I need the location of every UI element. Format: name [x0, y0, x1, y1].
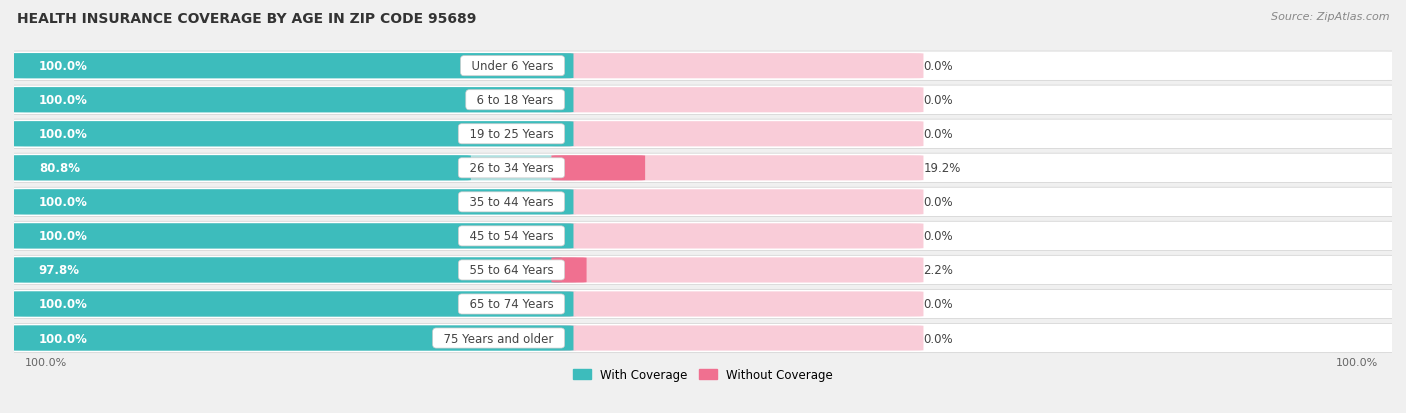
FancyBboxPatch shape	[551, 88, 924, 113]
Text: 0.0%: 0.0%	[924, 298, 953, 311]
FancyBboxPatch shape	[11, 156, 576, 181]
Text: 6 to 18 Years: 6 to 18 Years	[470, 94, 561, 107]
FancyBboxPatch shape	[0, 86, 1406, 115]
FancyBboxPatch shape	[551, 258, 586, 283]
FancyBboxPatch shape	[11, 292, 574, 317]
Text: 19.2%: 19.2%	[924, 162, 960, 175]
FancyBboxPatch shape	[0, 222, 1406, 251]
Text: 0.0%: 0.0%	[924, 196, 953, 209]
Text: 55 to 64 Years: 55 to 64 Years	[463, 264, 561, 277]
Text: 100.0%: 100.0%	[39, 230, 87, 243]
FancyBboxPatch shape	[551, 258, 924, 283]
FancyBboxPatch shape	[11, 325, 576, 351]
FancyBboxPatch shape	[11, 190, 576, 215]
FancyBboxPatch shape	[551, 122, 924, 147]
Text: 19 to 25 Years: 19 to 25 Years	[461, 128, 561, 141]
Text: 100.0%: 100.0%	[39, 196, 87, 209]
Text: 0.0%: 0.0%	[924, 230, 953, 243]
FancyBboxPatch shape	[0, 120, 1406, 149]
FancyBboxPatch shape	[11, 122, 574, 147]
Text: 100.0%: 100.0%	[39, 60, 87, 73]
FancyBboxPatch shape	[11, 88, 574, 113]
FancyBboxPatch shape	[11, 292, 576, 317]
Text: 2.2%: 2.2%	[924, 264, 953, 277]
Text: 0.0%: 0.0%	[924, 128, 953, 141]
Text: 100.0%: 100.0%	[39, 298, 87, 311]
Text: HEALTH INSURANCE COVERAGE BY AGE IN ZIP CODE 95689: HEALTH INSURANCE COVERAGE BY AGE IN ZIP …	[17, 12, 477, 26]
FancyBboxPatch shape	[551, 190, 924, 215]
Text: 45 to 54 Years: 45 to 54 Years	[463, 230, 561, 243]
FancyBboxPatch shape	[11, 190, 574, 215]
Text: 26 to 34 Years: 26 to 34 Years	[461, 162, 561, 175]
FancyBboxPatch shape	[11, 224, 576, 249]
FancyBboxPatch shape	[11, 54, 574, 79]
FancyBboxPatch shape	[11, 156, 471, 181]
FancyBboxPatch shape	[0, 324, 1406, 353]
FancyBboxPatch shape	[0, 290, 1406, 319]
FancyBboxPatch shape	[11, 224, 574, 249]
Text: 0.0%: 0.0%	[924, 332, 953, 345]
Text: 0.0%: 0.0%	[924, 94, 953, 107]
FancyBboxPatch shape	[0, 154, 1406, 183]
FancyBboxPatch shape	[551, 325, 924, 351]
FancyBboxPatch shape	[0, 256, 1406, 285]
FancyBboxPatch shape	[11, 258, 562, 283]
FancyBboxPatch shape	[11, 258, 576, 283]
FancyBboxPatch shape	[551, 292, 924, 317]
Text: 0.0%: 0.0%	[924, 60, 953, 73]
FancyBboxPatch shape	[0, 188, 1406, 217]
Text: 75 Years and older: 75 Years and older	[436, 332, 561, 345]
Text: 100.0%: 100.0%	[39, 128, 87, 141]
Text: 100.0%: 100.0%	[39, 332, 87, 345]
Text: Source: ZipAtlas.com: Source: ZipAtlas.com	[1271, 12, 1389, 22]
Legend: With Coverage, Without Coverage: With Coverage, Without Coverage	[568, 363, 838, 386]
Text: Under 6 Years: Under 6 Years	[464, 60, 561, 73]
FancyBboxPatch shape	[11, 54, 576, 79]
Text: 65 to 74 Years: 65 to 74 Years	[461, 298, 561, 311]
FancyBboxPatch shape	[551, 224, 924, 249]
FancyBboxPatch shape	[551, 54, 924, 79]
FancyBboxPatch shape	[11, 325, 574, 351]
FancyBboxPatch shape	[551, 156, 924, 181]
Text: 100.0%: 100.0%	[25, 357, 67, 367]
Text: 35 to 44 Years: 35 to 44 Years	[463, 196, 561, 209]
Text: 100.0%: 100.0%	[1336, 357, 1378, 367]
FancyBboxPatch shape	[11, 122, 576, 147]
FancyBboxPatch shape	[11, 88, 576, 113]
Text: 97.8%: 97.8%	[39, 264, 80, 277]
Text: 100.0%: 100.0%	[39, 94, 87, 107]
FancyBboxPatch shape	[0, 52, 1406, 81]
Text: 80.8%: 80.8%	[39, 162, 80, 175]
FancyBboxPatch shape	[551, 156, 645, 181]
